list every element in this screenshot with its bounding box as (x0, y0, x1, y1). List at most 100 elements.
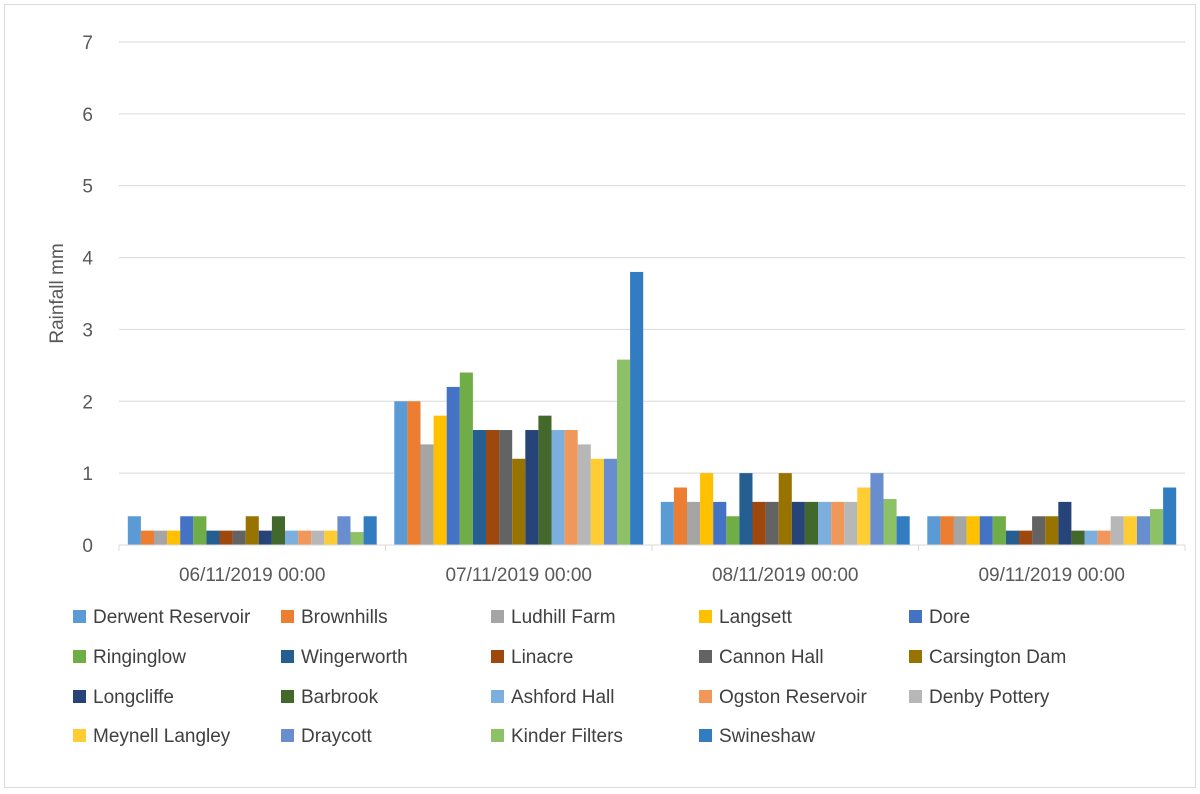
legend-label: Cannon Hall (719, 647, 824, 668)
bar (324, 530, 338, 545)
bar (857, 487, 871, 545)
legend-swatch (73, 690, 86, 703)
y-tick-label: 7 (82, 33, 93, 54)
bar (700, 473, 714, 545)
bar (590, 458, 604, 545)
legend-swatch (909, 610, 922, 623)
bar (258, 530, 272, 545)
legend-item: Ogston Reservoir (699, 687, 868, 708)
legend-swatch (909, 650, 922, 663)
legend-item: Ludhill Farm (491, 607, 616, 628)
legend-item: Denby Pottery (909, 687, 1050, 708)
legend-label: Dore (929, 607, 970, 628)
legend-swatch (73, 650, 86, 663)
bar (953, 516, 967, 545)
legend-swatch (491, 690, 504, 703)
legend-label: Brownhills (301, 607, 388, 628)
chart-frame: 0 1 2 3 4 5 6 7 Rainfall mm 06/11/2019 00:00 07/… (4, 4, 1196, 788)
bar (140, 530, 154, 545)
bar (765, 501, 779, 545)
legend-item: Linacre (491, 647, 573, 668)
bar (979, 516, 993, 545)
legend-label: Langsett (719, 607, 793, 628)
bar (459, 372, 473, 545)
bar (739, 473, 753, 545)
legend-label: Swineshaw (719, 726, 815, 747)
bar (687, 501, 701, 545)
bar (232, 530, 246, 545)
legend-swatch (73, 610, 86, 623)
bar (1005, 530, 1019, 545)
y-tick-label: 5 (82, 177, 93, 198)
y-tick-label: 1 (82, 464, 93, 485)
legend-item: Swineshaw (699, 726, 815, 747)
legend-label: Ashford Hall (511, 687, 615, 708)
bar (512, 458, 526, 545)
legend-label: Ringinglow (93, 647, 186, 668)
legend-swatch (699, 729, 712, 742)
bar (407, 401, 421, 545)
legend-label: Denby Pottery (929, 687, 1050, 708)
legend-swatch (491, 729, 504, 742)
y-tick-label: 2 (82, 392, 93, 413)
bar (883, 499, 897, 545)
gridlines (119, 41, 1185, 474)
bar (394, 401, 408, 545)
bar (778, 473, 792, 545)
legend-item: Kinder Filters (491, 726, 623, 747)
y-tick-label: 0 (82, 536, 93, 557)
legend-item: Draycott (281, 726, 372, 747)
bar (831, 501, 845, 545)
legend-swatch (281, 610, 294, 623)
legend-swatch (281, 650, 294, 663)
legend-item: Derwent Reservoir (73, 607, 251, 628)
legend-label: Draycott (301, 726, 372, 747)
y-axis-title: Rainfall mm (47, 243, 68, 343)
legend-item: Brownhills (281, 607, 388, 628)
bar (1045, 516, 1059, 545)
bar (167, 530, 181, 545)
bar (486, 430, 500, 545)
bar (1071, 530, 1085, 545)
legend-item: Cannon Hall (699, 647, 824, 668)
bar (298, 530, 312, 545)
bar (617, 359, 631, 545)
bar (673, 487, 687, 545)
y-tick-label: 3 (82, 320, 93, 341)
legend-label: Kinder Filters (511, 726, 623, 747)
category-label: 08/11/2019 00:00 (712, 565, 859, 586)
bar (1058, 501, 1072, 545)
bar (1136, 516, 1150, 545)
bar (603, 458, 617, 545)
bar (1163, 487, 1177, 545)
legend-swatch (909, 690, 922, 703)
bar (499, 430, 513, 545)
bar (992, 516, 1006, 545)
legend-label: Ogston Reservoir (719, 687, 868, 708)
x-axis (118, 544, 1186, 551)
bar (1110, 516, 1124, 545)
legend-swatch (73, 729, 86, 742)
bar (180, 516, 194, 545)
bar (206, 530, 220, 545)
bar (1123, 516, 1137, 545)
rainfall-bar-chart: 0 1 2 3 4 5 6 7 Rainfall mm 06/11/2019 00:00 07/… (47, 33, 1186, 747)
legend-item: Ringinglow (73, 647, 186, 668)
legend-swatch (281, 690, 294, 703)
legend-label: Wingerworth (301, 647, 408, 668)
bar (966, 516, 980, 545)
legend: Derwent Reservoir Brownhills Ludhill Farm L… (73, 607, 1066, 747)
bar (804, 501, 818, 545)
bar (726, 516, 740, 545)
bar (1097, 530, 1111, 545)
bars (127, 271, 1177, 545)
bar (219, 530, 233, 545)
bar (844, 501, 858, 545)
y-tick-label: 6 (82, 105, 93, 126)
bar (752, 501, 766, 545)
legend-label: Ludhill Farm (511, 607, 616, 628)
bar (271, 516, 285, 545)
bar (660, 501, 674, 545)
bar (538, 415, 552, 545)
category-label: 06/11/2019 00:00 (179, 565, 326, 586)
